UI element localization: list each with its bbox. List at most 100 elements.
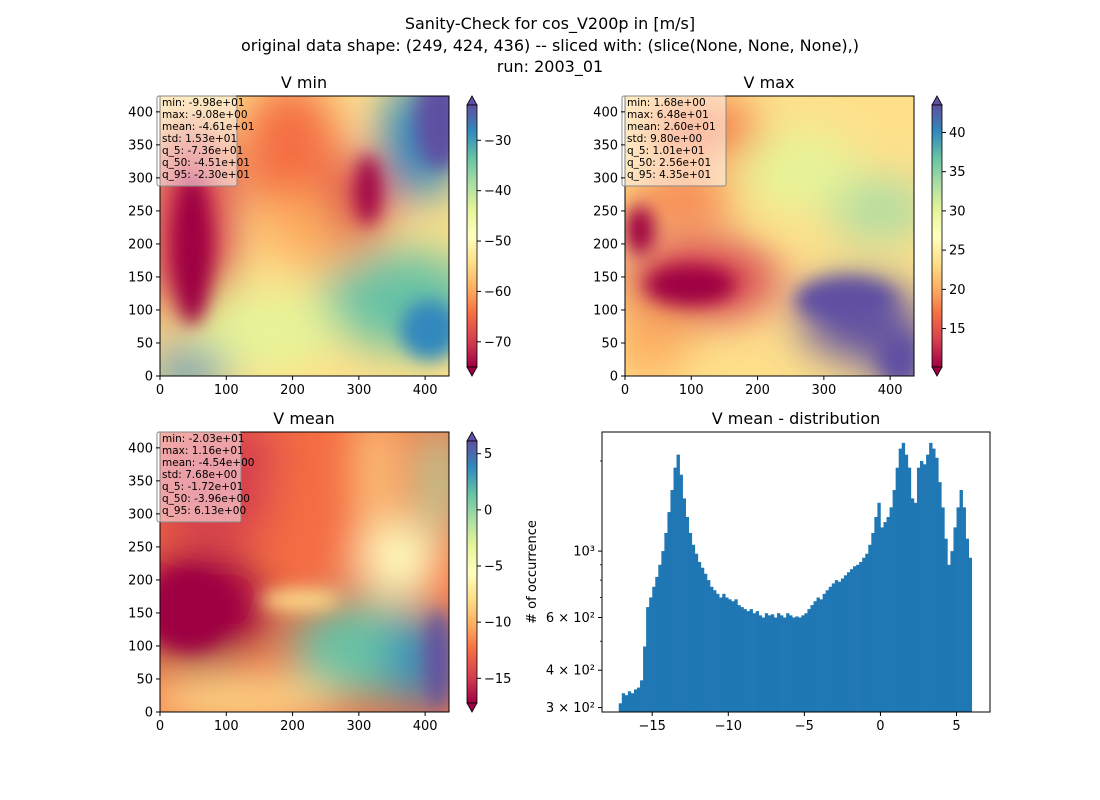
- histogram-bar: [627, 691, 632, 712]
- figure-title-line-1: Sanity-Check for cos_V200p in [m/s]: [405, 14, 695, 34]
- histogram-bar: [880, 527, 884, 712]
- colorbar-gradient: [931, 104, 943, 368]
- histogram-bar: [694, 553, 699, 712]
- histogram-bar: [846, 572, 851, 712]
- histogram-bar: [734, 599, 738, 712]
- histogram-bar: [697, 561, 702, 712]
- panel-v-max-title: V max: [744, 73, 795, 92]
- histogram-ylabel: # of occurrence: [525, 520, 540, 624]
- histogram-bar: [804, 613, 808, 712]
- histogram-bar: [801, 615, 805, 712]
- histogram-bar: [658, 564, 662, 712]
- y-tick-label: 400: [593, 105, 618, 120]
- histogram-bar: [944, 538, 948, 712]
- stat-line: mean: 2.60e+01: [627, 121, 716, 133]
- histogram-bar: [871, 532, 875, 712]
- y-tick-label: 250: [593, 204, 618, 219]
- colorbar-tick-label: −60: [484, 285, 511, 300]
- histogram-bar: [703, 573, 708, 712]
- histogram-bar: [877, 502, 881, 712]
- histogram-bar: [807, 609, 811, 712]
- colorbar-extend-max: [466, 431, 478, 442]
- x-tick-label: 0: [876, 719, 884, 734]
- y-tick-label: 350: [593, 138, 618, 153]
- stat-line: mean: -4.54e+00: [162, 457, 254, 469]
- histogram-bar: [819, 599, 823, 712]
- y-tick-label: 0: [610, 370, 618, 385]
- histogram-bar: [691, 544, 696, 712]
- x-tick-label: 300: [346, 383, 371, 398]
- colorbar-extend-max: [466, 95, 478, 106]
- histogram-bar: [792, 617, 796, 712]
- colorbar-tick-label: 25: [949, 244, 966, 259]
- v-mean-colorbar: −15 −10 −5 0 5: [466, 431, 511, 713]
- histogram-bar: [728, 599, 732, 712]
- colorbar-tick-label: 15: [949, 322, 966, 337]
- v-mean-axes: 0 100 200 300 400 0 50 100 150 200 250 300 350 400: [128, 441, 437, 734]
- histogram-bar: [764, 613, 769, 712]
- colorbar-tick-label: −30: [484, 134, 511, 149]
- histogram-bar: [798, 617, 802, 712]
- histogram-bar: [710, 586, 714, 712]
- colorbar-tick-label: 5: [484, 447, 492, 462]
- axes-frame: [601, 431, 991, 713]
- histogram-bar: [926, 454, 930, 712]
- histogram-bar: [889, 507, 893, 712]
- stat-line: max: -9.08e+00: [162, 109, 248, 121]
- y-tick-label: 300: [128, 171, 153, 186]
- histogram-bar: [722, 593, 726, 712]
- stat-line: max: 6.48e+01: [627, 109, 709, 121]
- y-tick-label: 0: [145, 706, 153, 721]
- histogram-bar: [685, 516, 690, 712]
- histogram-bar: [895, 467, 900, 712]
- stat-line: q_95: 4.35e+01: [627, 169, 711, 181]
- histogram-bar: [822, 593, 826, 712]
- histogram-bar: [752, 613, 756, 712]
- colorbar-extend-min: [466, 702, 478, 713]
- stat-line: max: 1.16e+01: [162, 445, 244, 457]
- colorbar-extend-min: [931, 366, 943, 377]
- v-max-colorbar: 15 20 25 30 35 40: [931, 95, 966, 377]
- histogram-bar: [813, 601, 817, 712]
- y-tick-label: 250: [128, 204, 153, 219]
- histogram-bar: [962, 507, 966, 712]
- panel-v-min: V min min: -9.98e+01: [128, 73, 511, 398]
- histogram-bar: [831, 583, 836, 712]
- histogram-bar: [810, 605, 814, 712]
- colorbar-tick-label: −15: [484, 672, 511, 687]
- stat-line: mean: -4.61e+01: [162, 121, 254, 133]
- colorbar-tick-label: 35: [949, 165, 966, 180]
- x-tick-label: −5: [795, 719, 814, 734]
- histogram-bar: [624, 695, 629, 712]
- stat-line: q_5: -1.72e+01: [162, 481, 243, 493]
- histogram-bar: [761, 617, 766, 712]
- histogram-bar: [853, 566, 857, 712]
- colorbar-tick-label: 30: [949, 204, 966, 219]
- histogram-bar: [676, 454, 680, 712]
- histogram-bar: [618, 703, 623, 712]
- y-tick-label: 50: [136, 336, 153, 351]
- stat-line: q_95: -2.30e+01: [162, 169, 250, 181]
- colorbar-tick-label: −50: [484, 235, 511, 250]
- panel-v-min-title: V min: [281, 73, 327, 92]
- axes-frame: [624, 95, 915, 377]
- y-tick-label: 300: [128, 507, 153, 522]
- colorbar-ticks: 15 20 25 30 35 40: [942, 126, 966, 337]
- x-tick-label: 100: [679, 383, 704, 398]
- histogram-bar: [780, 615, 784, 712]
- histogram-bar: [825, 590, 830, 712]
- histogram-bar: [649, 597, 653, 712]
- y-tick-label: 400: [128, 105, 153, 120]
- stat-line: min: -9.98e+01: [162, 97, 244, 109]
- histogram-bar: [776, 613, 781, 712]
- y-tick-label: 0: [145, 370, 153, 385]
- y-tick-label: 10³: [573, 545, 595, 560]
- histogram-bar: [795, 616, 799, 712]
- stat-line: min: 1.68e+00: [627, 97, 706, 109]
- histogram-bar: [834, 580, 839, 712]
- histogram-bar: [737, 605, 741, 712]
- histogram-bar: [652, 586, 656, 712]
- panel-v-max: V max min: 1.68e+00: [593, 73, 965, 398]
- histogram-bar: [883, 522, 887, 712]
- colorbar-tick-label: 40: [949, 126, 966, 141]
